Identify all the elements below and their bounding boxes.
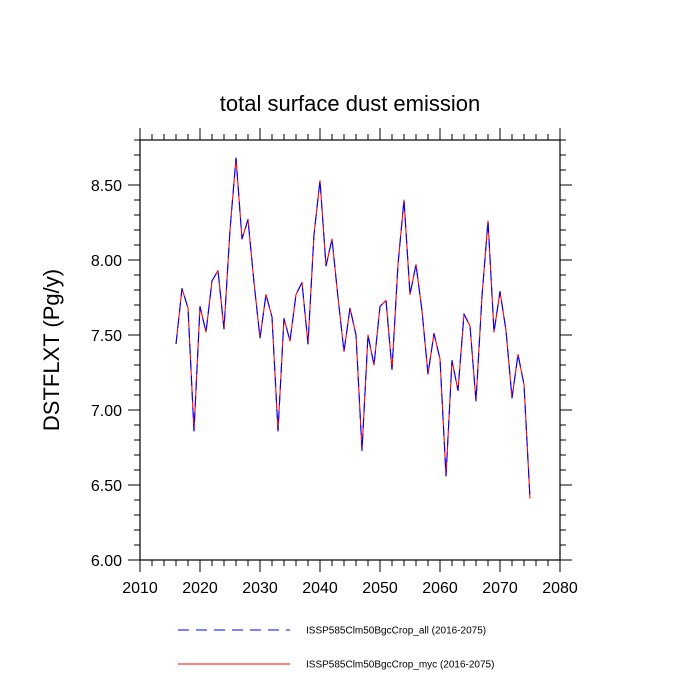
y-axis-label: DSTFLXT (Pg/y) bbox=[39, 269, 64, 431]
x-tick-label: 2060 bbox=[422, 580, 458, 597]
plot-series bbox=[175, 157, 531, 499]
axis-ticks: 2010 2020 2030 2040 2050 2060 2070 2080 6.00 6.50… bbox=[91, 128, 578, 597]
x-tick-label: 2080 bbox=[542, 580, 578, 597]
series-line-2 bbox=[175, 157, 531, 499]
y-tick-label: 7.50 bbox=[91, 328, 122, 345]
x-tick-label: 2040 bbox=[302, 580, 338, 597]
y-tick-label: 8.50 bbox=[91, 178, 122, 195]
chart-title: total surface dust emission bbox=[220, 91, 480, 116]
legend-label-1: ISSP585Clm50BgcCrop_all (2016-2075) bbox=[306, 626, 486, 637]
y-tick-label: 6.50 bbox=[91, 478, 122, 495]
y-tick-label: 8.00 bbox=[91, 253, 122, 270]
legend-label-2: ISSP585Clm50BgcCrop_myc (2016-2075) bbox=[306, 660, 494, 671]
series-line-1 bbox=[175, 157, 531, 499]
x-tick-label: 2050 bbox=[362, 580, 398, 597]
x-tick-label: 2020 bbox=[182, 580, 218, 597]
plot-frame bbox=[139, 139, 561, 561]
y-tick-label: 7.00 bbox=[91, 403, 122, 420]
x-tick-label: 2070 bbox=[482, 580, 518, 597]
x-tick-label: 2030 bbox=[242, 580, 278, 597]
x-tick-label: 2010 bbox=[122, 580, 158, 597]
legend: ISSP585Clm50BgcCrop_all (2016-2075) ISSP5… bbox=[178, 626, 494, 671]
y-tick-label: 6.00 bbox=[91, 553, 122, 570]
